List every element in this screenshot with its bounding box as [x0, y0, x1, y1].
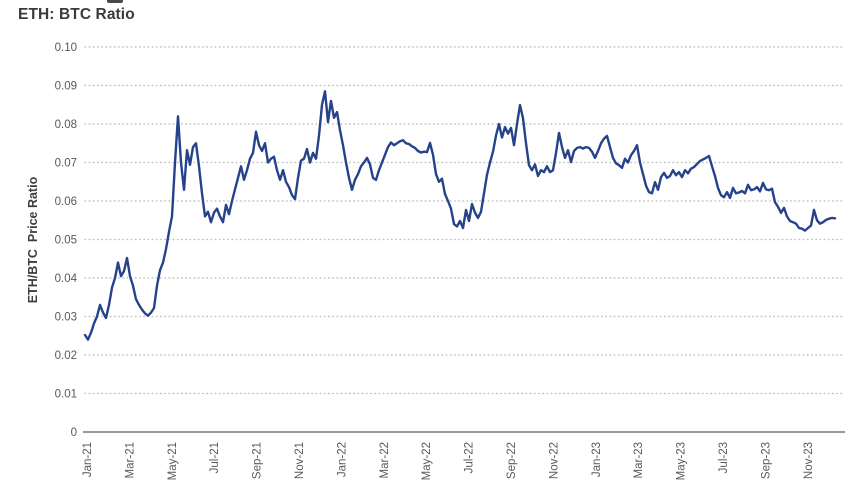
crop-artifact	[107, 0, 123, 3]
x-tick-label: Mar-21	[124, 442, 136, 478]
y-tick-label: 0.01	[55, 389, 77, 401]
y-tick-label: 0.05	[55, 235, 77, 247]
y-tick-label: 0.08	[55, 119, 77, 131]
x-tick-label: Mar-22	[379, 442, 391, 478]
y-tick-label: 0.10	[55, 42, 77, 54]
y-tick-label: 0.06	[55, 196, 77, 208]
x-tick-label: Sep-22	[506, 442, 518, 479]
x-tick-label: Mar-23	[633, 442, 645, 478]
x-tick-label: Sep-21	[252, 442, 264, 479]
x-tick-label: May-22	[421, 442, 433, 480]
x-tick-label: May-23	[676, 442, 688, 480]
x-tick-label: Jan-23	[591, 442, 603, 477]
x-tick-label: Nov-21	[294, 442, 306, 479]
x-tick-label: May-21	[167, 442, 179, 480]
x-tick-label: Jul-23	[718, 442, 730, 473]
x-tick-label: Sep-23	[760, 442, 772, 479]
x-tick-label: Jul-22	[464, 442, 476, 473]
x-tick-label: Nov-23	[803, 442, 815, 479]
y-tick-label: 0.07	[55, 158, 77, 170]
y-tick-label: 0.04	[55, 273, 78, 285]
eth-btc-ratio-line	[83, 90, 837, 341]
chart-title: ETH: BTC Ratio	[18, 6, 135, 23]
x-tick-label: Jul-21	[209, 442, 221, 473]
y-tick-label: 0.09	[55, 81, 77, 93]
x-tick-label: Jan-21	[82, 442, 94, 477]
x-tick-label: Nov-22	[548, 442, 560, 479]
x-tick-label: Jan-22	[336, 442, 348, 477]
y-tick-label: 0.02	[55, 350, 77, 362]
y-tick-label: 0	[71, 427, 77, 439]
y-tick-label: 0.03	[55, 312, 77, 324]
